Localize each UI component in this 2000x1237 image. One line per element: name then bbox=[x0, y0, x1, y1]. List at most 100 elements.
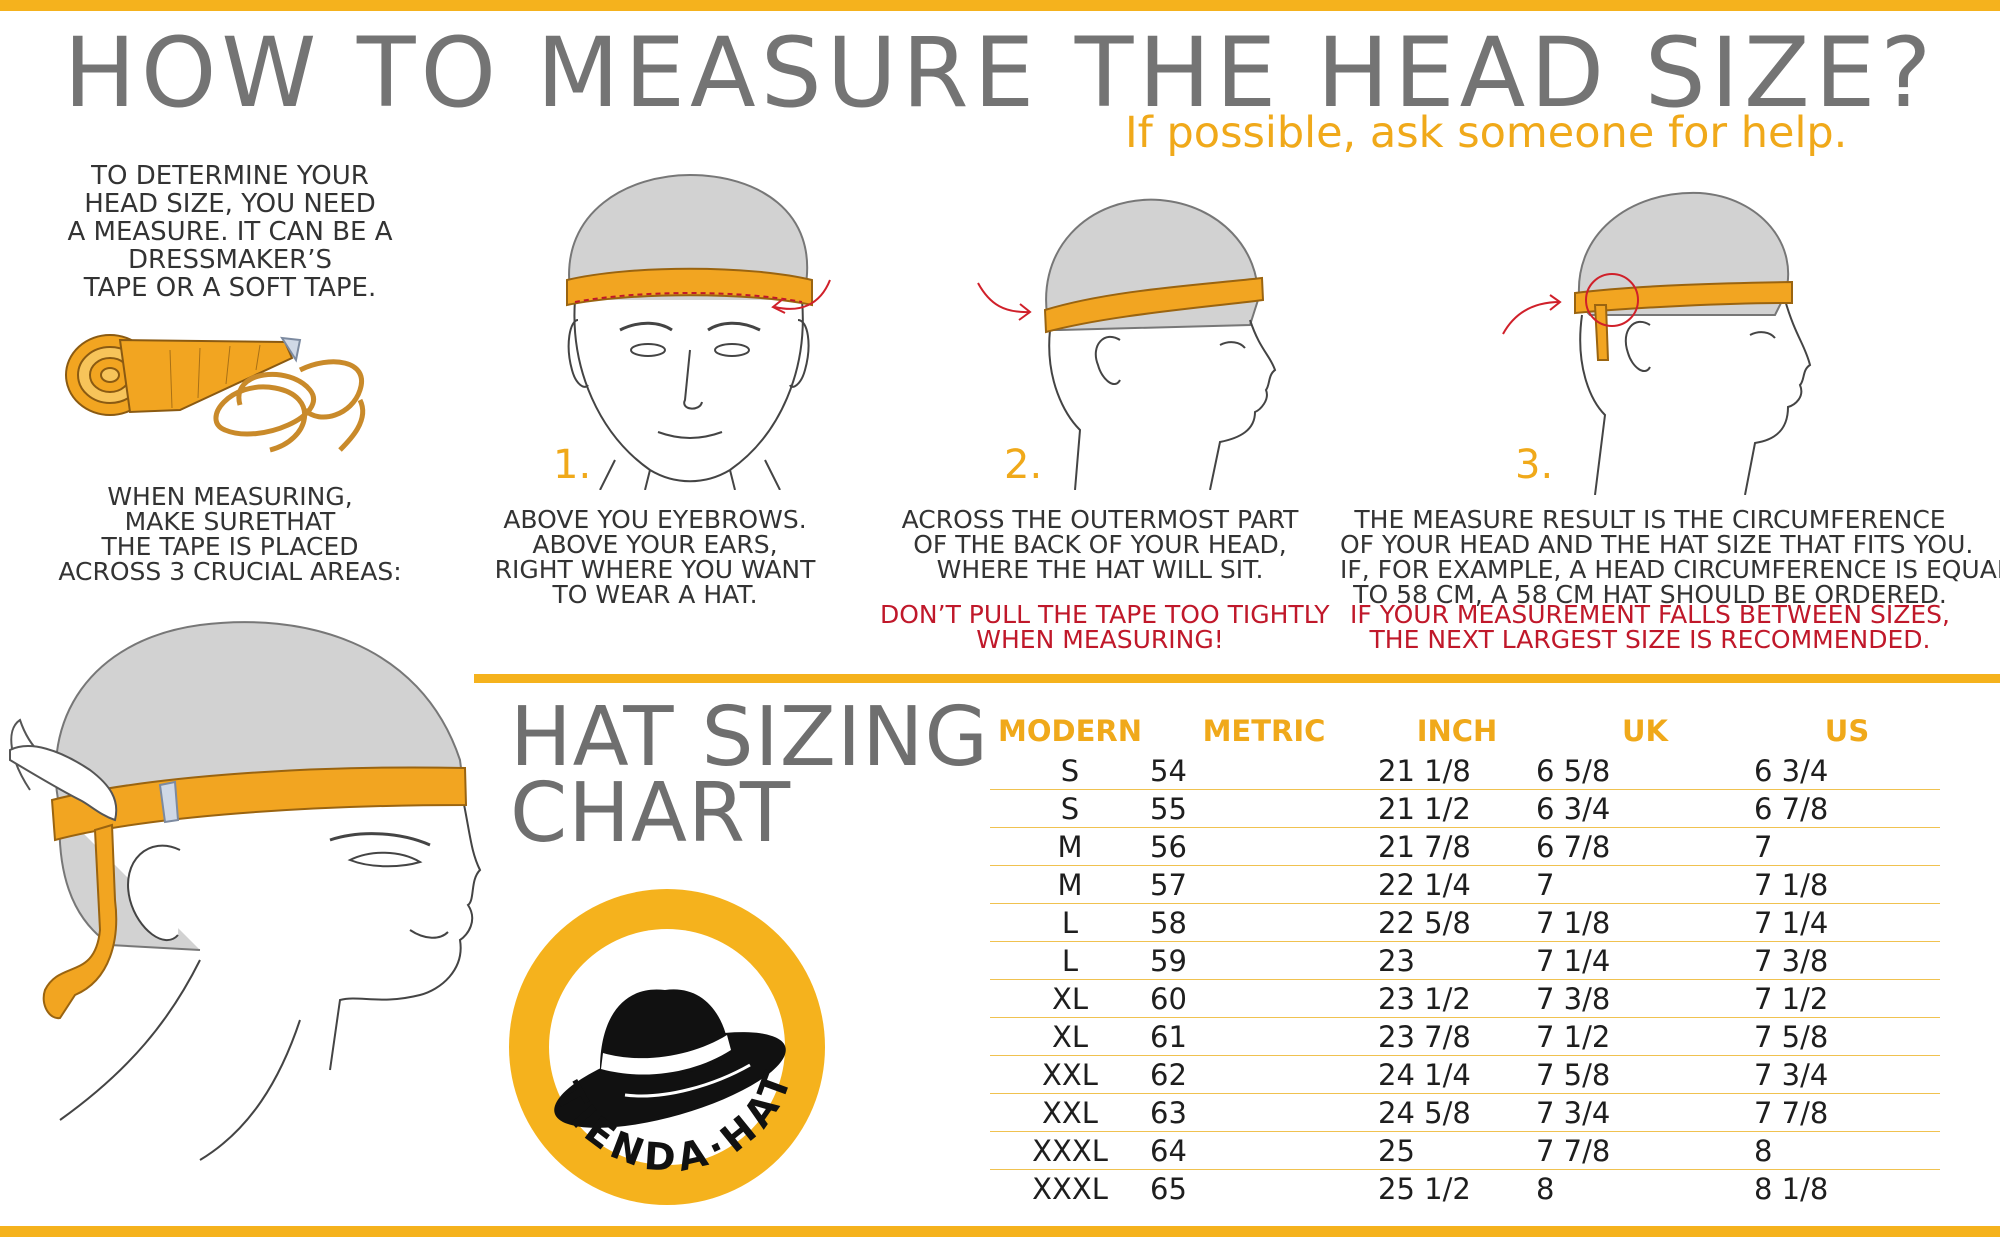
cell-uk: 7 1/8 bbox=[1536, 903, 1754, 942]
cell-inch: 24 5/8 bbox=[1378, 1093, 1536, 1132]
cell-metric: 59 bbox=[1150, 941, 1378, 980]
cell-metric: 58 bbox=[1150, 903, 1378, 942]
cell-metric: 61 bbox=[1150, 1017, 1378, 1056]
step-2-text: ACROSS THE OUTERMOST PART OF THE BACK OF… bbox=[901, 505, 1299, 584]
page-subtitle: If possible, ask someone for help. bbox=[1125, 108, 1848, 158]
cell-metric: 64 bbox=[1150, 1131, 1378, 1170]
cell-modern: S bbox=[990, 789, 1150, 828]
cell-modern: M bbox=[990, 827, 1150, 866]
table-row: S 55 21 1/2 6 3/4 6 7/8 bbox=[990, 789, 1940, 828]
cell-us: 7 7/8 bbox=[1754, 1093, 1940, 1132]
cell-us: 7 3/8 bbox=[1754, 941, 1940, 980]
table-row: S 54 21 1/8 6 5/8 6 3/4 bbox=[990, 752, 1940, 790]
cell-us: 8 1/8 bbox=[1754, 1171, 1829, 1206]
table-row: L 58 22 5/8 7 1/8 7 1/4 bbox=[990, 903, 1940, 942]
cell-us: 7 1/4 bbox=[1754, 903, 1940, 942]
step-3-text: THE MEASURE RESULT IS THE CIRCUMFERENCE … bbox=[1340, 505, 2000, 609]
table-row: L 59 23 7 1/4 7 3/8 bbox=[990, 941, 1940, 980]
cell-inch: 21 7/8 bbox=[1378, 827, 1536, 866]
cell-inch: 25 bbox=[1378, 1131, 1536, 1170]
table-row: XXL 62 24 1/4 7 5/8 7 3/4 bbox=[990, 1055, 1940, 1094]
step-3-warning: IF YOUR MEASUREMENT FALLS BETWEEN SIZES,… bbox=[1350, 600, 1950, 654]
large-head-illustration bbox=[9, 621, 482, 1161]
cell-inch: 25 1/2 bbox=[1378, 1171, 1471, 1206]
step-3-arrow-icon bbox=[1502, 294, 1562, 335]
cell-modern: XL bbox=[990, 1017, 1150, 1056]
cell-inch: 23 1/2 bbox=[1378, 979, 1536, 1018]
step-1-arrow-icon bbox=[771, 279, 831, 314]
cell-metric: 55 bbox=[1150, 789, 1378, 828]
cell-metric: 56 bbox=[1150, 827, 1378, 866]
step-1-text: ABOVE YOU EYEBROWS. ABOVE YOUR EARS, RIG… bbox=[494, 505, 816, 609]
top-accent-bar bbox=[0, 0, 2000, 11]
step-2-profile-head-illustration bbox=[1043, 198, 1277, 490]
header-us: US bbox=[1824, 714, 1870, 748]
cell-inch: 22 1/4 bbox=[1378, 865, 1536, 904]
tienda-hat-logo: TIENDA·HAT bbox=[509, 889, 825, 1205]
cell-uk: 7 bbox=[1536, 865, 1754, 904]
cell-uk: 7 1/2 bbox=[1536, 1017, 1754, 1056]
table-row: XXL 63 24 5/8 7 3/4 7 7/8 bbox=[990, 1093, 1940, 1132]
cell-us: 7 5/8 bbox=[1754, 1017, 1940, 1056]
cell-metric: 62 bbox=[1150, 1055, 1378, 1094]
cell-uk: 6 5/8 bbox=[1536, 752, 1754, 790]
cell-uk: 7 3/4 bbox=[1536, 1093, 1754, 1132]
cell-us: 7 bbox=[1754, 827, 1940, 866]
header-uk: UK bbox=[1621, 714, 1669, 748]
step-2-number: 2. bbox=[1004, 442, 1043, 488]
step-3-side-head-illustration bbox=[1574, 191, 1812, 495]
cell-us: 6 7/8 bbox=[1754, 789, 1940, 828]
cell-uk: 7 1/4 bbox=[1536, 941, 1754, 980]
cell-metric: 65 bbox=[1150, 1171, 1187, 1206]
cell-us: 8 bbox=[1754, 1131, 1940, 1170]
cell-us: 7 1/8 bbox=[1754, 865, 1940, 904]
cell-inch: 23 7/8 bbox=[1378, 1017, 1536, 1056]
cell-uk: 8 bbox=[1536, 1171, 1555, 1206]
step-2-arrow-icon bbox=[977, 282, 1032, 321]
cell-modern: XXL bbox=[990, 1055, 1150, 1094]
header-metric: METRIC bbox=[1202, 714, 1326, 748]
step-3-number: 3. bbox=[1515, 442, 1554, 488]
cell-uk: 6 7/8 bbox=[1536, 827, 1754, 866]
cell-inch: 23 bbox=[1378, 941, 1536, 980]
chart-title: HAT SIZING CHART bbox=[510, 690, 990, 861]
header-inch: INCH bbox=[1416, 714, 1498, 748]
table-row: XL 61 23 7/8 7 1/2 7 5/8 bbox=[990, 1017, 1940, 1056]
cell-inch: 21 1/8 bbox=[1378, 752, 1536, 790]
hat-icon bbox=[554, 989, 786, 1128]
intro-text: TO DETERMINE YOUR HEAD SIZE, YOU NEED A … bbox=[67, 161, 393, 303]
section-divider bbox=[474, 674, 2000, 683]
cell-modern: L bbox=[990, 903, 1150, 942]
hat-sizing-table: MODERN METRIC INCH UK US S 54 21 1/8 6 5/8 6… bbox=[990, 710, 1940, 1207]
step-2-warning: DON’T PULL THE TAPE TOO TIGHTLY WHEN MEA… bbox=[880, 600, 1330, 654]
header-modern: MODERN bbox=[998, 714, 1142, 748]
cell-modern: XXXL bbox=[990, 1131, 1150, 1170]
bottom-accent-bar bbox=[0, 1226, 2000, 1237]
cell-inch: 22 5/8 bbox=[1378, 903, 1536, 942]
cell-modern: XXXL bbox=[1032, 1171, 1108, 1206]
cell-modern: M bbox=[990, 865, 1150, 904]
cell-modern: S bbox=[990, 752, 1150, 790]
page-title: HOW TO MEASURE THE HEAD SIZE? bbox=[63, 17, 1937, 129]
cell-metric: 57 bbox=[1150, 865, 1378, 904]
cell-uk: 7 7/8 bbox=[1536, 1131, 1754, 1170]
table-row: XXXL 65 25 1/2 8 8 1/8 bbox=[990, 1170, 1940, 1208]
cell-us: 7 3/4 bbox=[1754, 1055, 1940, 1094]
tape-measure-illustration bbox=[65, 334, 366, 453]
cell-metric: 60 bbox=[1150, 979, 1378, 1018]
table-row: XL 60 23 1/2 7 3/8 7 1/2 bbox=[990, 979, 1940, 1018]
table-row: M 56 21 7/8 6 7/8 7 bbox=[990, 827, 1940, 866]
step-1-front-head-illustration bbox=[566, 173, 813, 490]
cell-us: 7 1/2 bbox=[1754, 979, 1940, 1018]
cell-metric: 54 bbox=[1150, 752, 1378, 790]
cell-us: 6 3/4 bbox=[1754, 752, 1940, 790]
table-row: XXXL 64 25 7 7/8 8 bbox=[990, 1131, 1940, 1170]
step-1-number: 1. bbox=[553, 442, 592, 488]
cell-inch: 21 1/2 bbox=[1378, 789, 1536, 828]
cell-inch: 24 1/4 bbox=[1378, 1055, 1536, 1094]
table-header-row: MODERN METRIC INCH UK US bbox=[990, 710, 1940, 752]
cell-modern: L bbox=[990, 941, 1150, 980]
cell-modern: XL bbox=[990, 979, 1150, 1018]
cell-uk: 7 3/8 bbox=[1536, 979, 1754, 1018]
measuring-instructions: WHEN MEASURING, MAKE SURETHAT THE TAPE I… bbox=[58, 482, 402, 586]
